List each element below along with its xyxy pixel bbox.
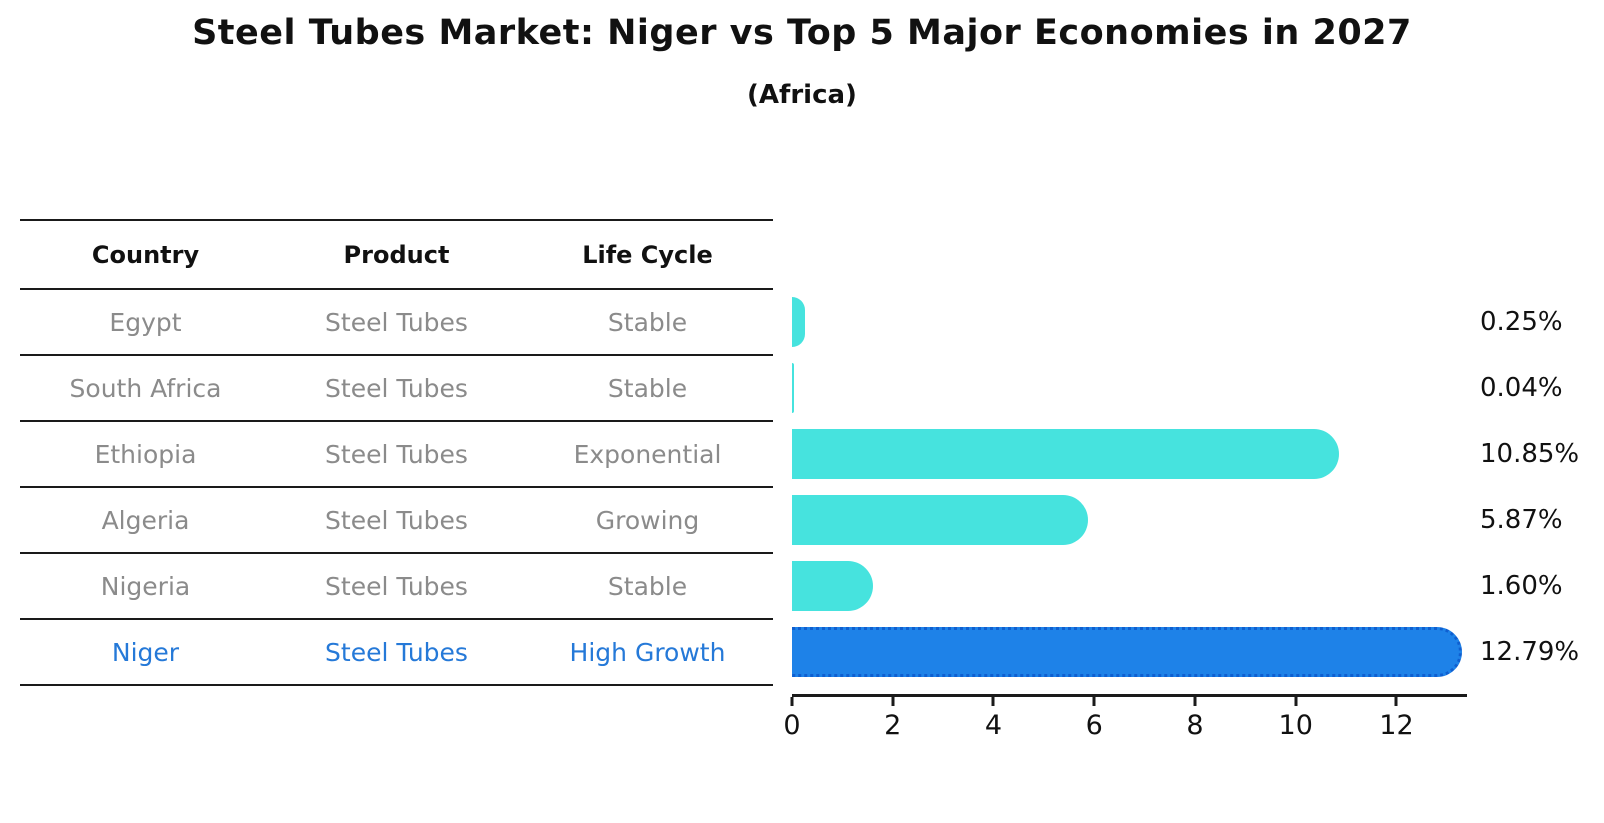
cell-country: Egypt xyxy=(109,307,182,337)
table-row-nigeria: Nigeria Steel Tubes Stable xyxy=(20,554,773,620)
x-axis-line xyxy=(792,694,1467,697)
bar-row-ethiopia xyxy=(792,421,1467,487)
bar-row-egypt xyxy=(792,289,1467,355)
bar-algeria xyxy=(792,495,1088,545)
value-label-nigeria: 1.60% xyxy=(1480,571,1563,601)
x-tick-mark-6 xyxy=(1092,697,1096,706)
cell-country: Ethiopia xyxy=(94,439,197,469)
cell-product: Steel Tubes xyxy=(325,637,468,667)
bar-egypt xyxy=(792,297,805,347)
table-row-egypt: Egypt Steel Tubes Stable xyxy=(20,290,773,356)
table-body: Egypt Steel Tubes Stable South Africa Steel … xyxy=(20,290,773,684)
cell-life-cycle: Stable xyxy=(607,571,688,601)
value-label-algeria: 5.87% xyxy=(1480,505,1563,535)
x-tick-label-12: 12 xyxy=(1379,710,1414,741)
x-tick-label-4: 4 xyxy=(984,710,1003,741)
column-header-product: Product xyxy=(343,240,450,269)
x-axis: 0 2 4 6 8 10 12 xyxy=(783,694,1467,754)
cell-country: Niger xyxy=(111,637,180,667)
column-header-life-cycle: Life Cycle xyxy=(582,240,713,269)
table-row-niger: Niger Steel Tubes High Growth xyxy=(20,620,773,684)
bar-plot-area xyxy=(792,289,1467,685)
value-label-south-africa: 0.04% xyxy=(1480,373,1563,403)
cell-country: South Africa xyxy=(69,373,222,403)
bar-row-nigeria xyxy=(792,553,1467,619)
x-tick-mark-2 xyxy=(891,697,895,706)
cell-country: Nigeria xyxy=(100,571,191,601)
value-label-egypt: 0.25% xyxy=(1480,307,1563,337)
x-tick-mark-8 xyxy=(1193,697,1197,706)
bar-niger xyxy=(792,627,1463,677)
column-header-country: Country xyxy=(91,240,200,269)
x-tick-label-6: 6 xyxy=(1085,710,1103,741)
cell-country: Algeria xyxy=(101,505,190,535)
cell-life-cycle: Growing xyxy=(595,505,700,535)
cell-life-cycle: Stable xyxy=(607,373,688,403)
x-tick-label-0: 0 xyxy=(783,710,801,741)
x-tick-mark-0 xyxy=(790,697,794,706)
bar-row-algeria xyxy=(792,487,1467,553)
cell-product: Steel Tubes xyxy=(325,439,468,469)
value-label-column: 0.25% 0.04% 10.85% 5.87% 1.60% 12.79% xyxy=(1480,289,1604,685)
cell-life-cycle: Exponential xyxy=(573,439,722,469)
bar-row-niger xyxy=(792,619,1467,685)
table-row-ethiopia: Ethiopia Steel Tubes Exponential xyxy=(20,422,773,488)
x-tick-mark-12 xyxy=(1394,697,1398,706)
cell-life-cycle: High Growth xyxy=(569,637,726,667)
value-label-ethiopia: 10.85% xyxy=(1480,439,1580,469)
chart-subtitle: (Africa) xyxy=(747,80,857,110)
cell-product: Steel Tubes xyxy=(325,571,468,601)
bar-row-south-africa xyxy=(792,355,1467,421)
cell-product: Steel Tubes xyxy=(325,505,468,535)
table-row-south-africa: South Africa Steel Tubes Stable xyxy=(20,356,773,422)
chart-title: Steel Tubes Market: Niger vs Top 5 Major… xyxy=(192,13,1412,53)
bar-south-africa xyxy=(792,363,794,413)
table-row-algeria: Algeria Steel Tubes Growing xyxy=(20,488,773,554)
x-tick-label-10: 10 xyxy=(1278,710,1313,741)
x-tick-label-8: 8 xyxy=(1186,710,1204,741)
cell-product: Steel Tubes xyxy=(325,373,468,403)
bar-ethiopia xyxy=(792,429,1339,479)
cell-life-cycle: Stable xyxy=(607,307,688,337)
x-tick-label-2: 2 xyxy=(884,710,902,741)
value-label-niger: 12.79% xyxy=(1480,637,1580,667)
bar-nigeria xyxy=(792,561,873,611)
x-tick-mark-10 xyxy=(1294,697,1298,706)
comparison-table: Country Product Life Cycle Egypt Steel Tu… xyxy=(20,219,773,686)
x-tick-mark-4 xyxy=(991,697,995,706)
table-header-row: Country Product Life Cycle xyxy=(20,221,773,290)
cell-product: Steel Tubes xyxy=(325,307,468,337)
